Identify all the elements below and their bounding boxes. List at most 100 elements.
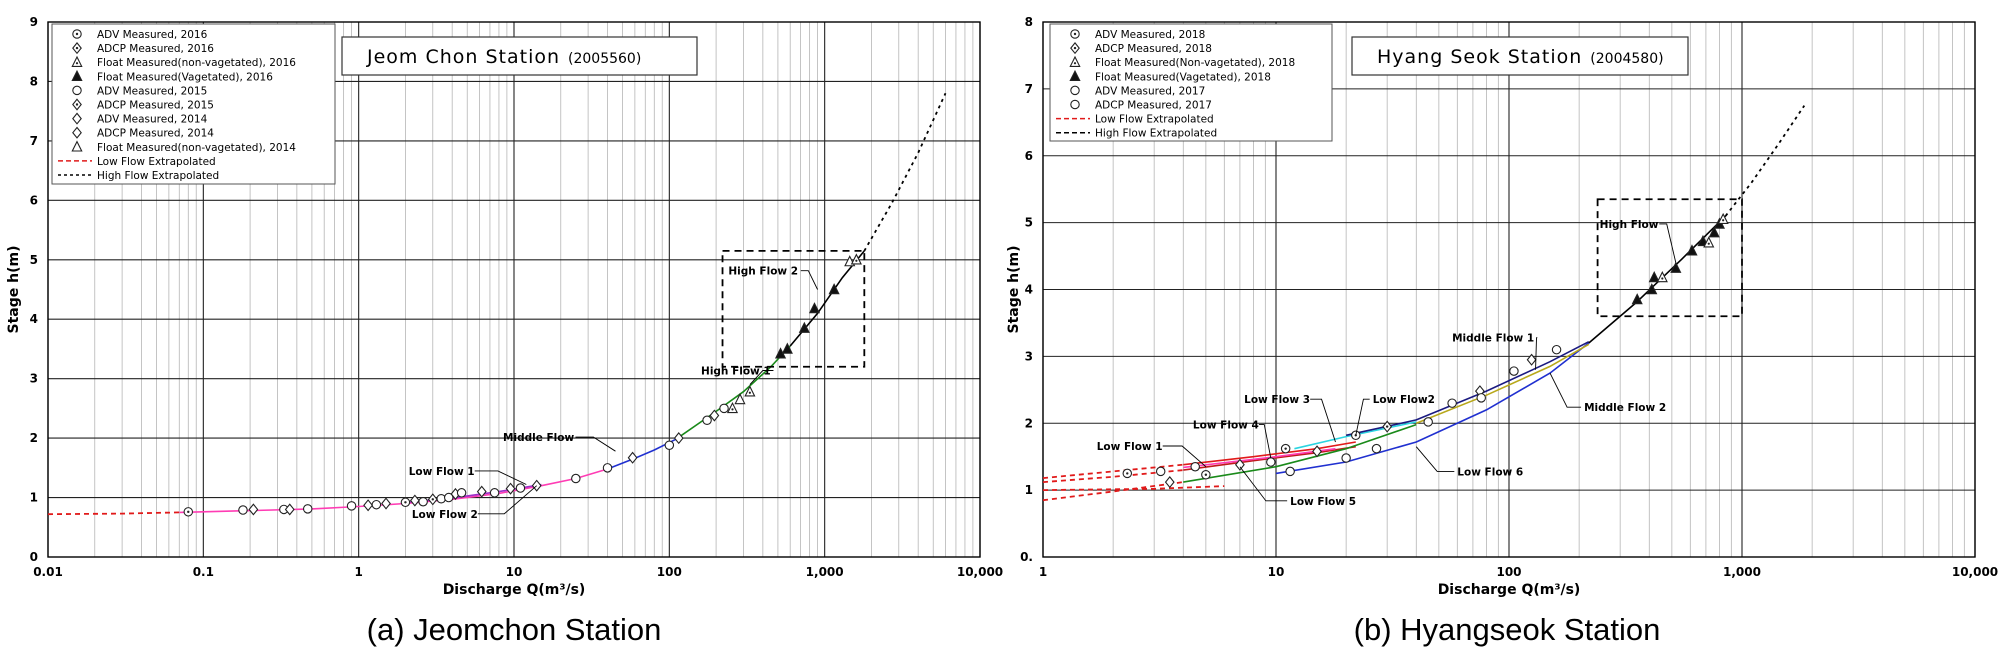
data-point [1717,212,1729,225]
annotation-label: High Flow 1 [701,366,771,378]
annotation-label: Middle Flow [503,432,574,444]
legend-marker [71,69,83,82]
data-point-dot [1284,447,1287,450]
data-point [302,504,313,514]
x-tick-label: 10,000 [1952,565,1998,579]
legend-label: Float Measured(non-vagetated), 2014 [97,142,296,154]
data-point [248,503,259,516]
legend-label: ADV Measured, 2016 [97,29,208,41]
legend-marker-dot [1073,46,1077,50]
legend-marker [72,85,82,96]
data-point [443,492,454,503]
chart-jeomchon: 0.01 0.1 1 10 100 1,000 10,000 0 1 2 3 4 5 6 7 8 9 Discha… [6,15,1003,647]
annotation-label: Low Flow 4 [1193,420,1259,432]
rating-curve-3 [1042,485,1225,491]
legend-marker-dot [75,46,79,50]
data-point [1312,445,1322,458]
x-axis-label: Discharge Q(m³/s) [1438,582,1581,598]
annotations: High Flow Middle Flow 1 Middle Flow 2 Low F… [1097,219,1677,508]
title-name: Jeom Chon Station [366,46,560,68]
data-point-dot [855,259,858,262]
x-tick-label: 100 [657,565,682,579]
annotation-leader [1535,337,1538,370]
data-point [456,488,467,498]
high-flow-box [721,249,866,368]
x-tick-label: 10 [1268,565,1285,579]
station-title: Jeom Chon Station (2005560) [341,36,698,76]
legend-label: Low Flow Extrapolated [97,156,216,168]
station-title: Hyang Seok Station (2004580) [1351,36,1689,76]
data-point [476,485,487,498]
data-point [1235,458,1245,471]
legend-label: ADCP Measured, 2014 [97,128,214,140]
legend: ADV Measured, 2018 ADCP Measured, 2018 Flo… [1049,23,1333,142]
title-box [341,36,698,76]
annotation-label: Low Flow 1 [1097,441,1163,453]
rating-curve-0 [47,511,180,516]
rating-curve-10 [1345,340,1590,437]
data-point [1509,366,1519,376]
legend-marker [71,55,83,67]
legend-marker [72,112,82,125]
y-tick-label: 6 [30,193,38,207]
data-point [850,253,862,265]
data-point [719,403,729,414]
annotation-label: High Flow [1600,219,1659,231]
legend-marker [71,140,83,152]
y-tick-label: 3 [30,372,38,386]
data-point-dot [1722,219,1725,222]
legend-label: ADCP Measured, 2018 [1095,43,1212,55]
plot-frame [47,21,981,558]
data-point [673,432,684,445]
data-point [284,503,295,516]
data-point-dot [1385,425,1389,428]
data-point [1266,457,1276,467]
legend-label: ADCP Measured, 2017 [1095,100,1212,112]
legend-label: Float Measured(non-vagetated), 2016 [97,57,296,69]
x-tick-label: 1 [354,565,362,579]
y-tick-label: 8 [1025,15,1033,29]
data-point [418,496,428,507]
data-point [1526,353,1537,366]
x-tick-label: 0.01 [33,565,63,579]
annotation-label: Low Flow 2 [412,509,478,521]
x-tick-label: 100 [1496,565,1521,579]
data-point [1551,344,1562,355]
legend-label: Float Measured(Vagetated), 2018 [1095,71,1271,83]
data-point [571,473,581,484]
legend-marker-dot [75,32,79,36]
annotation-leader [1258,424,1272,459]
title-code: (2004580) [1590,51,1663,67]
y-tick-label: 9 [30,15,38,29]
legend-label: ADCP Measured, 2016 [97,43,214,55]
high-flow-box [1596,198,1743,318]
data-point-dot [431,498,434,501]
x-axis-label: Discharge Q(m³/s) [443,582,586,598]
measured-points [183,253,862,517]
data-point [828,283,840,295]
y-axis-label: Stage h(m) [6,246,22,334]
data-point-dot [731,408,734,411]
data-point [1155,466,1166,477]
annotation-leader [1355,398,1370,436]
data-point [1371,443,1382,454]
y-tick-label: 4 [30,312,38,326]
x-tick-label: 1 [1039,565,1047,579]
rating-curve-5 [1183,445,1356,471]
y-tick-label: 8 [30,74,38,88]
annotation-label: Low Flow 3 [1244,394,1310,406]
data-point [1190,461,1200,472]
legend: ADV Measured, 2016 ADCP Measured, 2016 Flo… [51,23,336,185]
tick-labels: 1 10 100 1,000 10,000 0. 1 2 3 4 5 6 7 8 [1020,15,1998,579]
data-point [1341,453,1351,463]
data-point [726,401,739,414]
y-tick-label: 7 [30,134,38,148]
data-point-dot [748,391,751,394]
annotations: High Flow 2 High Flow 1 Middle Flow Low Flo… [409,266,818,521]
legend-box [51,23,336,185]
figure-caption: (a) Jeomchon Station [367,612,662,647]
data-point [1686,244,1698,256]
data-point [709,409,720,422]
data-point [702,415,712,426]
data-point [734,393,746,405]
